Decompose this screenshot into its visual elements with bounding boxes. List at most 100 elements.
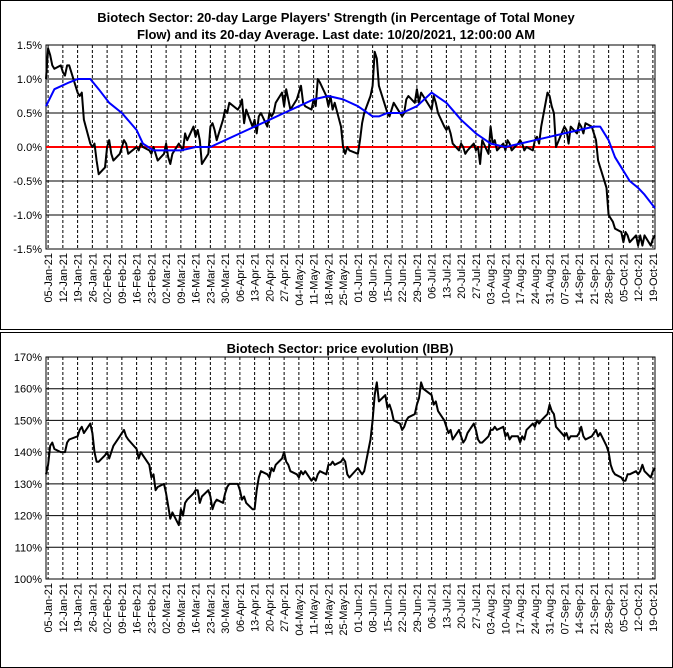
y-tick-label: -1.5% <box>13 244 42 256</box>
x-tick-label: 11-May-21 <box>309 253 321 305</box>
x-tick-label: 12-Oct-21 <box>633 583 645 632</box>
x-tick-label: 23-Mar-21 <box>205 253 217 304</box>
y-tick-label: -1.0% <box>13 210 42 222</box>
x-tick-label: 28-Sep-21 <box>604 583 616 634</box>
y-tick-label: 160% <box>14 384 42 396</box>
x-tick-label: 05-Jan-21 <box>43 583 55 633</box>
x-tick-label: 05-Oct-21 <box>618 583 630 632</box>
x-tick-label: 16-Feb-21 <box>132 253 144 304</box>
x-tick-label: 24-Aug-21 <box>530 583 542 634</box>
x-tick-label: 12-Jan-21 <box>58 253 70 303</box>
x-tick-label: 20-Jul-21 <box>456 253 468 299</box>
x-tick-label: 20-Jul-21 <box>456 583 468 629</box>
x-tick-label: 06-Apr-21 <box>235 583 247 632</box>
x-tick-label: 25-May-21 <box>338 583 350 636</box>
x-tick-label: 01-Jun-21 <box>353 253 365 303</box>
x-tick-label: 19-Oct-21 <box>648 583 660 632</box>
x-tick-label: 02-Mar-21 <box>161 253 173 304</box>
y-tick-label: 150% <box>14 415 42 427</box>
x-tick-label: 15-Jun-21 <box>382 583 394 633</box>
x-tick-label: 03-Aug-21 <box>486 583 498 634</box>
y-tick-label: -0.5% <box>13 176 42 188</box>
x-tick-label: 06-Apr-21 <box>235 253 247 302</box>
x-tick-label: 26-Jan-21 <box>87 253 99 303</box>
x-tick-label: 27-Apr-21 <box>279 583 291 632</box>
x-tick-label: 13-Apr-21 <box>250 583 262 632</box>
chart1-plot-area: 1.5% 1.0% 0.5% 0.0% -0.5% -1.0% -1.5%05-Jan-21… <box>13 40 660 306</box>
y-tick-label: 110% <box>15 542 43 554</box>
chart1-title-line1: Biotech Sector: 20-day Large Players' St… <box>97 10 575 25</box>
x-tick-label: 18-May-21 <box>323 253 335 306</box>
x-tick-label: 23-Mar-21 <box>205 583 217 634</box>
x-tick-label: 15-Jun-21 <box>382 253 394 303</box>
x-tick-label: 13-Apr-21 <box>250 253 262 302</box>
series-line-1 <box>45 47 656 247</box>
x-tick-label: 02-Feb-21 <box>102 583 114 634</box>
x-tick-label: 01-Jun-21 <box>353 583 365 633</box>
x-tick-label: 10-Aug-21 <box>500 253 512 304</box>
x-tick-label: 22-Jun-21 <box>397 583 409 633</box>
x-tick-label: 27-Jul-21 <box>471 583 483 629</box>
x-tick-label: 10-Aug-21 <box>500 583 512 634</box>
x-tick-label: 09-Mar-21 <box>176 583 188 634</box>
x-tick-label: 18-May-21 <box>323 583 335 636</box>
x-tick-label: 16-Mar-21 <box>191 583 203 634</box>
y-tick-label: 0.5% <box>17 108 42 120</box>
x-tick-label: 17-Aug-21 <box>515 583 527 634</box>
x-tick-label: 17-Aug-21 <box>515 253 527 304</box>
x-tick-label: 30-Mar-21 <box>220 253 232 304</box>
x-tick-label: 23-Feb-21 <box>146 253 158 304</box>
x-tick-label: 20-Apr-21 <box>264 583 276 632</box>
x-tick-label: 14-Sep-21 <box>574 583 586 634</box>
x-tick-label: 25-May-21 <box>338 253 350 306</box>
ibb-price-chart: Biotech Sector: price evolution (IBB) 17… <box>0 332 673 668</box>
x-tick-label: 04-May-21 <box>294 253 306 306</box>
y-tick-label: 130% <box>14 479 42 491</box>
x-tick-label: 26-Jan-21 <box>87 583 99 633</box>
x-tick-label: 11-May-21 <box>309 583 321 635</box>
x-tick-label: 12-Jan-21 <box>58 583 70 633</box>
large-players-strength-chart: Biotech Sector: 20-day Large Players' St… <box>0 0 673 330</box>
x-tick-label: 19-Jan-21 <box>73 583 85 633</box>
x-tick-label: 19-Oct-21 <box>648 253 660 302</box>
x-tick-label: 20-Apr-21 <box>264 253 276 302</box>
chart1-title-line2: Flow) and its 20-day Average. Last date:… <box>137 27 535 42</box>
x-tick-label: 07-Sep-21 <box>559 583 571 634</box>
chart2-plot-area: 170% 160% 150% 140% 130% 120% 110% 100%05-Jan-2… <box>14 352 660 636</box>
x-tick-label: 09-Mar-21 <box>176 253 188 304</box>
x-tick-label: 19-Jan-21 <box>73 253 85 303</box>
chart1-frame <box>0 0 673 330</box>
x-tick-label: 09-Feb-21 <box>117 583 129 634</box>
x-tick-label: 08-Jun-21 <box>368 583 380 633</box>
x-tick-label: 30-Mar-21 <box>220 583 232 634</box>
y-tick-label: 1.0% <box>17 74 42 86</box>
y-tick-label: 1.5% <box>17 40 42 52</box>
x-tick-label: 22-Jun-21 <box>397 253 409 303</box>
x-tick-label: 04-May-21 <box>294 583 306 636</box>
x-tick-label: 28-Sep-21 <box>604 253 616 304</box>
chart2-title: Biotech Sector: price evolution (IBB) <box>227 341 454 356</box>
x-tick-label: 13-Jul-21 <box>441 583 453 629</box>
x-tick-label: 27-Jul-21 <box>471 253 483 299</box>
x-tick-label: 08-Jun-21 <box>368 253 380 303</box>
x-tick-label: 12-Oct-21 <box>633 253 645 302</box>
x-tick-label: 13-Jul-21 <box>441 253 453 299</box>
x-tick-label: 29-Jun-21 <box>412 583 424 633</box>
x-tick-label: 29-Jun-21 <box>412 253 424 303</box>
y-tick-label: 170% <box>14 352 42 364</box>
x-tick-label: 23-Feb-21 <box>146 583 158 634</box>
x-tick-label: 02-Feb-21 <box>102 253 114 304</box>
x-tick-label: 09-Feb-21 <box>117 253 129 304</box>
x-tick-label: 05-Oct-21 <box>618 253 630 302</box>
x-tick-label: 06-Jul-21 <box>427 583 439 629</box>
x-tick-label: 16-Feb-21 <box>132 583 144 634</box>
x-tick-label: 24-Aug-21 <box>530 253 542 304</box>
x-tick-label: 03-Aug-21 <box>486 253 498 304</box>
x-tick-label: 14-Sep-21 <box>574 253 586 304</box>
x-tick-label: 07-Sep-21 <box>559 253 571 304</box>
x-tick-label: 31-Aug-21 <box>545 583 557 634</box>
x-tick-label: 02-Mar-21 <box>161 583 173 634</box>
x-tick-label: 05-Jan-21 <box>43 253 55 303</box>
x-tick-label: 31-Aug-21 <box>545 253 557 304</box>
